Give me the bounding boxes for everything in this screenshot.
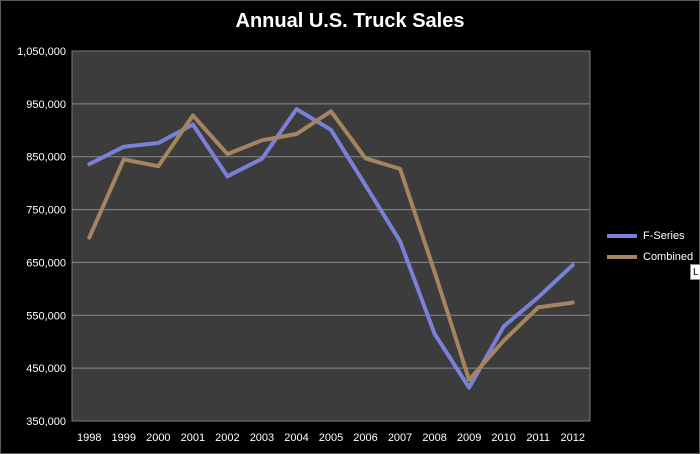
data-point [571,263,575,267]
data-point [87,162,91,166]
x-tick-label: 1998 [77,432,101,444]
data-point [467,378,471,382]
y-tick-label: 350,000 [26,416,66,428]
data-point [225,152,229,156]
legend-swatch-f-series [607,234,637,238]
x-tick-label: 2008 [422,432,446,444]
data-point [433,332,437,336]
y-tick-label: 1,050,000 [17,46,66,58]
x-tick-label: 2003 [250,432,274,444]
y-tick-label: 750,000 [26,205,66,217]
x-tick-label: 2005 [319,432,343,444]
data-point [329,128,333,132]
data-point [260,157,264,161]
data-point [433,270,437,274]
chart-title: Annual U.S. Truck Sales [235,10,465,32]
x-tick-label: 2010 [491,432,515,444]
legend-item-combined: Combined [607,250,693,264]
data-point [87,236,91,240]
y-tick-label: 650,000 [26,257,66,269]
data-point [122,157,126,161]
x-tick-label: 2001 [181,432,205,444]
data-point [191,122,195,126]
tooltip-stub: L [690,264,700,280]
x-tick-label: 2009 [457,432,481,444]
data-point [502,339,506,343]
data-point [191,113,195,117]
data-point [364,183,368,187]
data-point [294,132,298,136]
x-tick-label: 2006 [353,432,377,444]
y-tick-label: 450,000 [26,363,66,375]
data-point [364,156,368,160]
legend-swatch-combined [607,255,637,259]
y-tick-label: 550,000 [26,310,66,322]
data-point [294,107,298,111]
plot-area [71,50,591,422]
legend-item-f-series: F-Series [607,229,685,243]
data-point [536,295,540,299]
data-point [467,386,471,390]
data-point [398,239,402,243]
data-point [260,138,264,142]
y-tick-label: 950,000 [26,99,66,111]
data-point [225,174,229,178]
x-tick-label: 2004 [284,432,308,444]
x-tick-label: 1999 [112,432,136,444]
x-tick-label: 2000 [146,432,170,444]
x-tick-label: 2012 [560,432,584,444]
x-tick-label: 2007 [388,432,412,444]
legend-label-f-series: F-Series [643,230,685,242]
data-point [502,324,506,328]
data-point [156,164,160,168]
x-tick-label: 2011 [526,432,550,444]
data-point [571,301,575,305]
x-tick-label: 2002 [215,432,239,444]
legend-label-combined: Combined [643,251,694,263]
data-point [536,305,540,309]
data-point [398,167,402,171]
data-point [122,145,126,149]
data-point [156,141,160,145]
y-tick-label: 850,000 [26,152,66,164]
data-point [329,109,333,113]
